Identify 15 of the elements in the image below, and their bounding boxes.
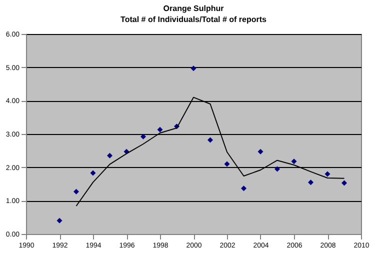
point — [107, 152, 112, 158]
point — [74, 188, 79, 194]
point — [190, 66, 196, 72]
chart-subtitle: Total # of Individuals/Total # of reports — [120, 15, 268, 24]
point — [308, 180, 314, 186]
chart-title: Orange Sulphur — [163, 4, 224, 13]
point — [324, 171, 330, 177]
point — [224, 161, 230, 167]
point — [140, 134, 146, 140]
point — [291, 158, 297, 164]
point — [157, 126, 163, 132]
point — [241, 186, 246, 192]
point — [90, 170, 96, 176]
point — [258, 148, 264, 154]
point — [56, 218, 62, 224]
